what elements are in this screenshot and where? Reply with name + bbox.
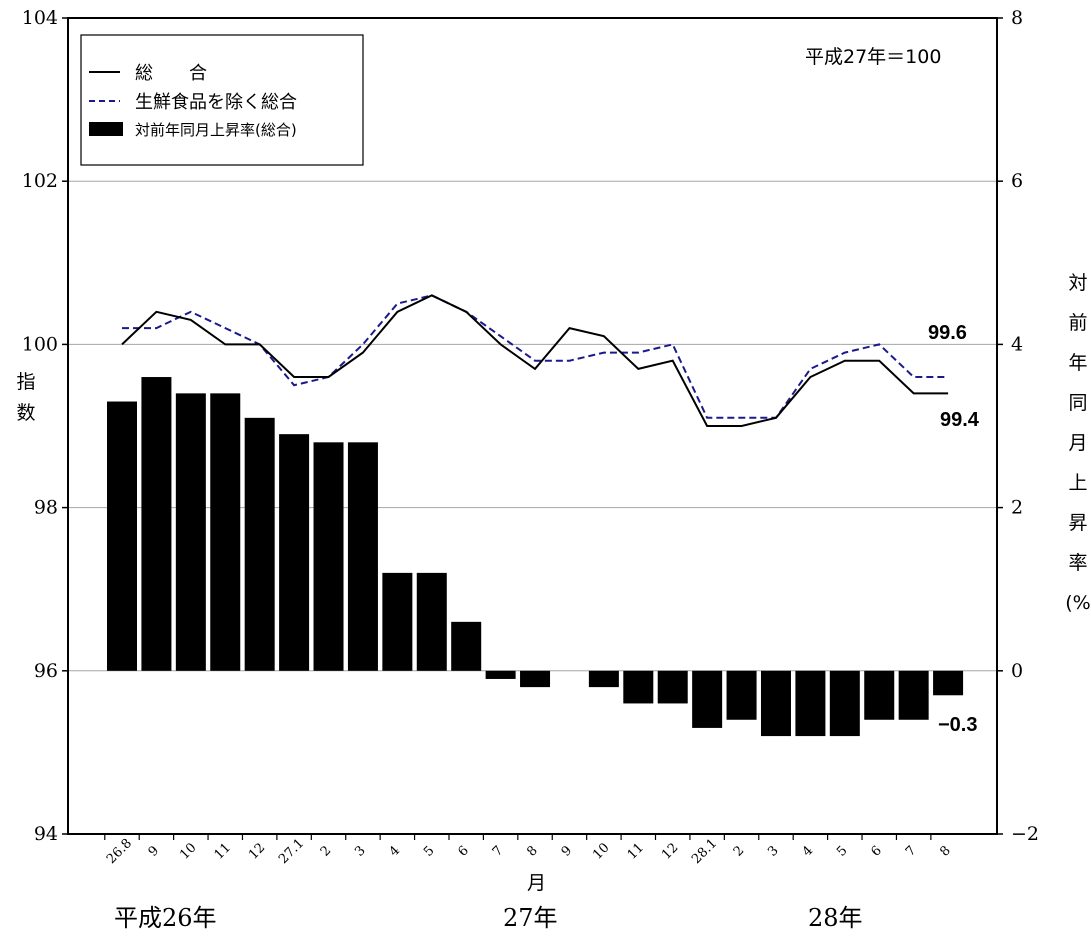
x-tick-label: 10 [590,840,612,862]
year-label-28: 28年 [808,904,863,932]
yoy-bar [795,670,826,737]
base-note: 平成27年＝100 [805,46,941,68]
total-index-line [121,294,949,427]
y-right-tick-label: 8 [1011,7,1023,29]
yoy-bar [313,442,344,671]
yoy-bar [933,670,964,696]
y-left-tick-label: 100 [22,333,58,355]
plot-frame [67,17,998,835]
y-right-label-char: 率 [1068,552,1087,574]
x-axis-label: 月 [527,872,546,894]
y-right-label-char: 前 [1068,312,1087,334]
yoy-bar [898,670,929,720]
x-tick-label: 4 [800,843,816,859]
x-tick-label: 5 [834,843,850,859]
x-tick-label: 11 [212,840,234,862]
yoy-bar [657,670,688,704]
y-right-tick-label: −2 [1011,823,1039,845]
y-right-label-char: 上 [1068,472,1087,494]
yoy-bars [107,377,964,737]
x-tick-label: 5 [421,843,437,859]
yoy-bar [244,417,275,671]
yoy-bar [520,670,551,688]
legend-yoy-label: 対前年同月上昇率(総合) [135,121,297,139]
y-right-label-char: 年 [1068,352,1087,374]
yoy-bar [210,393,241,671]
y-right-tick-label: 6 [1011,170,1023,192]
y-right-label: 対前年同月上昇率 (% [1065,272,1090,614]
y-left-tick-label: 94 [34,823,58,845]
x-tick-label: 12 [659,840,681,862]
y-right-label-char: (% [1065,592,1090,614]
y-left-tick-label: 102 [22,170,58,192]
x-tick-label: 10 [177,840,199,862]
x-tick-label: 2 [318,843,334,859]
x-tick-label: 6 [869,843,885,859]
yoy-bar [692,670,723,728]
y-right-tick-label: 0 [1011,660,1023,682]
y-left-label-char: 数 [16,402,35,424]
yoy-bar [623,670,654,704]
x-tick-label: 11 [625,840,647,862]
yoy-bar [451,621,482,671]
y-right-label-char: 昇 [1068,512,1087,534]
year-label-26: 平成26年 [114,904,217,932]
x-tick-label: 27.1 [276,836,307,867]
yoy-bar [175,393,206,671]
core-index-line [122,294,949,419]
yoy-bar [726,670,757,720]
y-right-label-char: 同 [1068,392,1087,414]
gridlines [68,180,997,672]
year-label-27: 27年 [503,904,558,932]
y-left-tick-label: 98 [34,497,58,519]
yoy-bar [382,572,413,671]
y-left-tick-label: 96 [34,660,58,682]
x-tick-label: 7 [903,843,919,859]
legend: 総 合 生鮮食品を除く総合 対前年同月上昇率(総合) [80,34,364,166]
y-left-label: 指数 [16,371,35,424]
x-tick-label: 3 [765,843,781,859]
yoy-bar [107,401,137,671]
x-tick-label: 7 [490,843,506,859]
y-right-tick-label: 4 [1011,333,1023,355]
x-tick-label: 9 [146,843,162,859]
yoy-bar [588,670,619,688]
x-tick-label: 28.1 [689,836,720,867]
yoy-bar [347,442,378,671]
annotation-core-last: 99.6 [928,322,967,344]
index-lines [121,294,949,427]
yoy-bar [416,572,447,671]
x-tick-label: 8 [524,843,540,859]
x-tick-label: 2 [731,843,747,859]
x-tick-label: 12 [246,840,268,862]
x-tick-label: 8 [937,843,953,859]
x-tick-label: 3 [352,843,368,859]
legend-yoy-swatch [89,122,123,136]
x-tick-label: 26.8 [104,836,135,867]
yoy-bar [141,377,172,671]
x-tick-label: 9 [559,843,575,859]
annotation-total-last: 99.4 [940,409,980,431]
legend-core-label: 生鮮食品を除く総合 [135,92,297,113]
x-tick-label: 4 [387,843,403,859]
annotation-yoy-last: −0.3 [938,714,977,736]
yoy-bar [485,670,516,679]
legend-box [80,34,364,166]
y-left-label-char: 指 [16,371,35,393]
yoy-bar [829,670,860,737]
y-right-label-char: 月 [1068,432,1087,454]
yoy-bar [760,670,791,737]
y-right-label-char: 対 [1068,272,1087,294]
legend-total-label: 総 合 [135,63,207,84]
yoy-bar [279,434,310,671]
y-left-tick-label: 104 [22,7,58,29]
x-tick-label: 6 [455,843,471,859]
y-right-tick-label: 2 [1011,497,1023,519]
yoy-bar [864,670,895,720]
